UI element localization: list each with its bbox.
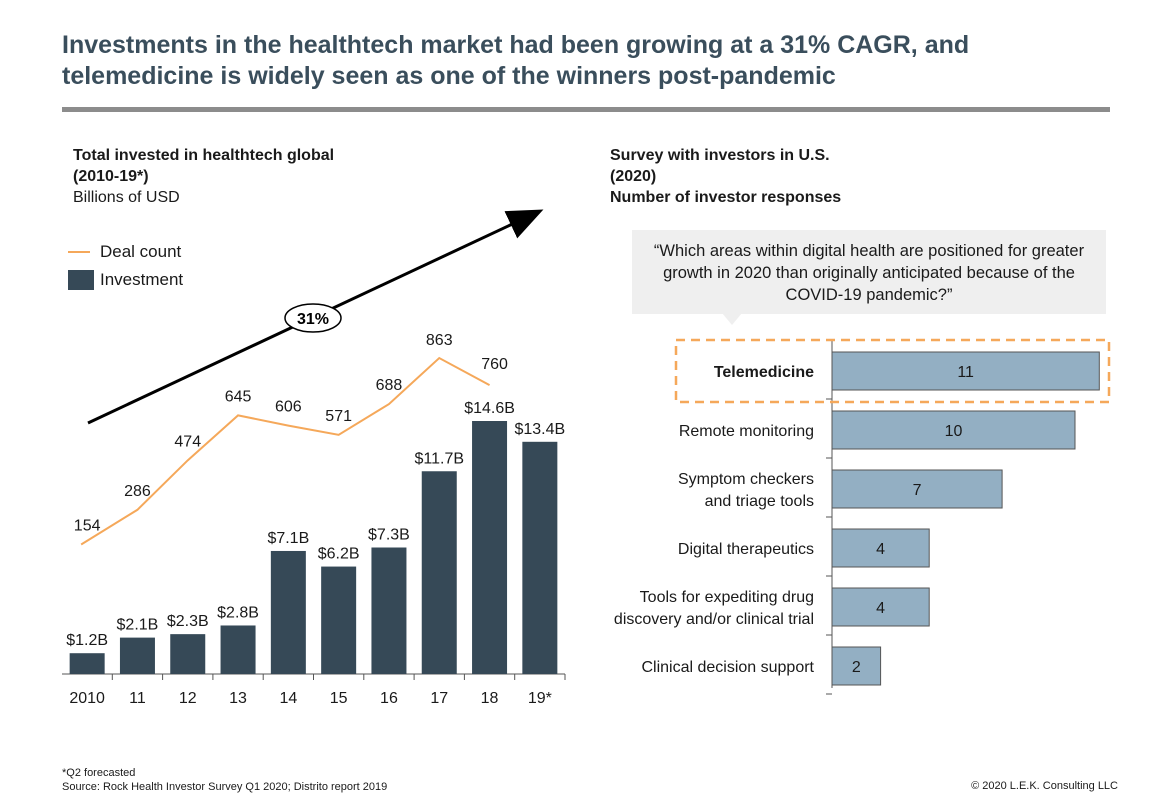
left-heading-line1: Total invested in healthtech global: [73, 147, 335, 164]
survey-bar-value: 7: [913, 482, 922, 499]
survey-category-label: Clinical decision support: [641, 659, 814, 676]
right-heading-line1: Survey with investors in U.S.: [610, 147, 830, 164]
right-heading-line2: (2020): [610, 168, 657, 185]
survey-bar-value: 4: [876, 600, 885, 617]
investment-bar: [220, 625, 256, 674]
survey-category-label: Tools for expediting drug: [640, 589, 814, 606]
legend-bar-swatch: [68, 270, 94, 290]
deal-count-label: 863: [426, 332, 453, 349]
deal-count-label: 571: [325, 408, 352, 425]
legend-investment: Investment: [68, 266, 183, 294]
left-heading-line2: (2010-19*): [73, 168, 149, 185]
legend-line-swatch: [68, 251, 90, 253]
survey-category-label: Symptom checkers: [678, 471, 814, 488]
survey-bar: [831, 587, 930, 627]
survey-bar: [831, 410, 1076, 450]
investment-bar: [170, 634, 206, 674]
survey-category-label: and triage tools: [705, 493, 814, 510]
cagr-label: 31%: [297, 311, 329, 328]
investment-bar-label: $1.2B: [66, 632, 108, 649]
deal-count-label: 645: [225, 388, 252, 405]
survey-question: “Which areas within digital health are p…: [632, 230, 1106, 314]
survey-bar: [831, 469, 1003, 509]
survey-bar: [831, 528, 930, 568]
x-tick-label: 18: [481, 690, 499, 707]
footnote-forecast: *Q2 forecasted: [62, 767, 136, 779]
deal-count-label: 688: [376, 377, 403, 394]
left-chart-heading: Total invested in healthtech global (201…: [73, 145, 334, 208]
x-tick-label: 16: [380, 690, 398, 707]
investment-bar: [421, 471, 457, 674]
investment-bar-label: $14.6B: [464, 400, 515, 417]
investment-bar: [472, 421, 508, 674]
survey-chart: 11 Telemedicine 10 Remote monitoring 7 Sympto…: [614, 338, 1111, 695]
deal-count-label: 474: [174, 433, 201, 450]
investment-bar: [270, 550, 306, 674]
investment-bar-label: $11.7B: [414, 450, 464, 467]
survey-category-label: Telemedicine: [714, 364, 814, 381]
copyright: © 2020 L.E.K. Consulting LLC: [971, 780, 1118, 792]
title-divider: [62, 107, 1110, 112]
footnote-source: Source: Rock Health Investor Survey Q1 2…: [62, 781, 388, 793]
investment-chart: $1.2B 2010 $2.1B 11 $2.3B 12 $2.8B 13 $7.1B 14 $6.…: [62, 332, 566, 707]
survey-category-label: Remote monitoring: [679, 423, 814, 440]
x-tick-label: 11: [129, 690, 146, 707]
page-title: Investments in the healthtech market had…: [62, 31, 970, 90]
investment-bar-label: $7.1B: [267, 530, 309, 547]
investment-bar-label: $2.3B: [167, 613, 209, 630]
investment-bar: [119, 637, 155, 674]
investment-bar-label: $13.4B: [514, 421, 565, 438]
investment-bar-label: $7.3B: [368, 527, 410, 544]
left-unit: Billions of USD: [73, 189, 180, 206]
investment-bar: [321, 566, 357, 674]
footnote: *Q2 forecasted Source: Rock Health Inves…: [62, 766, 387, 794]
deal-count-label: 154: [74, 517, 101, 534]
right-heading-line3: Number of investor responses: [610, 189, 842, 206]
survey-bar: [831, 646, 882, 686]
x-tick-label: 14: [279, 690, 297, 707]
investment-bar-label: $2.8B: [217, 604, 259, 621]
investment-bar: [371, 547, 407, 674]
investment-bar: [522, 441, 558, 674]
highlight-box: [674, 338, 1111, 404]
survey-bar-value: 11: [957, 364, 974, 381]
deal-count-label: 606: [275, 399, 302, 416]
survey-bar-value: 10: [945, 423, 963, 440]
investment-bar: [69, 653, 105, 674]
survey-bar-value: 4: [876, 541, 885, 558]
legend-deal-label: Deal count: [100, 242, 182, 261]
x-tick-label: 2010: [69, 690, 105, 707]
survey-category-label: discovery and/or clinical trial: [614, 611, 814, 628]
investment-bar-label: $6.2B: [318, 546, 360, 563]
left-chart-legend: Deal count Investment: [68, 238, 183, 294]
right-chart-heading: Survey with investors in U.S. (2020) Num…: [610, 145, 841, 208]
x-tick-label: 17: [430, 690, 448, 707]
survey-bar-value: 2: [852, 659, 861, 676]
deal-count-label: 760: [481, 356, 508, 373]
survey-bar: [831, 351, 1100, 391]
investment-bar-label: $2.1B: [117, 617, 159, 634]
x-tick-label: 12: [179, 690, 197, 707]
deal-count-label: 286: [124, 483, 151, 500]
x-tick-label: 19*: [528, 690, 552, 707]
quote-tail: [722, 313, 742, 325]
x-tick-label: 13: [229, 690, 247, 707]
deal-count-line: [80, 356, 491, 546]
legend-deal-count: Deal count: [68, 238, 183, 266]
x-tick-label: 15: [330, 690, 348, 707]
survey-category-label: Digital therapeutics: [678, 541, 814, 558]
legend-investment-label: Investment: [100, 270, 184, 289]
cagr-badge: [284, 303, 342, 333]
